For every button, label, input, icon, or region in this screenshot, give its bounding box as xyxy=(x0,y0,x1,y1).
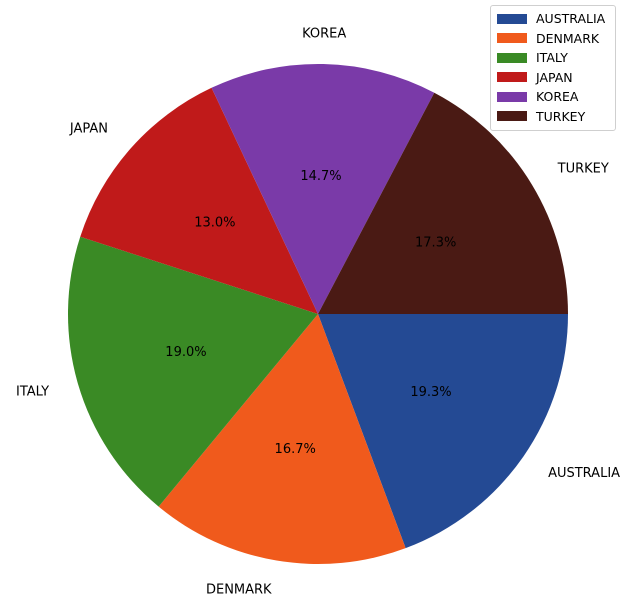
legend-item-japan: JAPAN xyxy=(497,68,609,88)
legend-item-denmark: DENMARK xyxy=(497,29,609,49)
percent-label-japan: 13.0% xyxy=(194,216,235,231)
slice-label-korea: KOREA xyxy=(302,27,346,42)
pie-slice-italy xyxy=(68,236,319,507)
percent-label-korea: 14.7% xyxy=(300,169,341,184)
legend-label: AUSTRALIA xyxy=(536,11,606,27)
legend-label: KOREA xyxy=(536,89,579,105)
legend-swatch xyxy=(497,91,527,102)
chart-legend: AUSTRALIA DENMARK ITALY JAPAN KOREA TURKEY xyxy=(490,5,616,131)
pie-slice-australia xyxy=(318,314,568,549)
legend-label: ITALY xyxy=(536,50,568,66)
slice-label-denmark: DENMARK xyxy=(206,583,272,598)
legend-label: DENMARK xyxy=(536,30,600,46)
slice-label-italy: ITALY xyxy=(16,385,49,400)
percent-label-italy: 19.0% xyxy=(165,345,206,360)
pie-slice-korea xyxy=(211,64,435,315)
legend-swatch xyxy=(497,33,527,44)
legend-swatch xyxy=(497,13,527,24)
pie-slice-japan xyxy=(80,87,318,314)
legend-item-korea: KOREA xyxy=(497,87,609,107)
legend-item-australia: AUSTRALIA xyxy=(497,9,609,29)
legend-item-italy: ITALY xyxy=(497,48,609,68)
pie-slice-denmark xyxy=(158,314,406,564)
legend-swatch xyxy=(497,72,527,83)
percent-label-australia: 19.3% xyxy=(410,385,451,400)
pie-labels: AUSTRALIA 19.3% DENMARK 16.7% ITALY 19.0% JAPA… xyxy=(16,27,620,598)
slice-label-japan: JAPAN xyxy=(69,121,108,136)
percent-label-turkey: 17.3% xyxy=(415,235,456,250)
slice-label-australia: AUSTRALIA xyxy=(548,466,620,481)
legend-item-turkey: TURKEY xyxy=(497,107,609,127)
pie-slices xyxy=(68,64,568,564)
pie-slice-turkey xyxy=(318,92,568,314)
legend-label: TURKEY xyxy=(536,108,586,124)
legend-label: JAPAN xyxy=(536,69,573,85)
slice-label-turkey: TURKEY xyxy=(557,162,609,177)
legend-swatch xyxy=(497,52,527,63)
percent-label-denmark: 16.7% xyxy=(275,442,316,457)
legend-swatch xyxy=(497,111,527,122)
